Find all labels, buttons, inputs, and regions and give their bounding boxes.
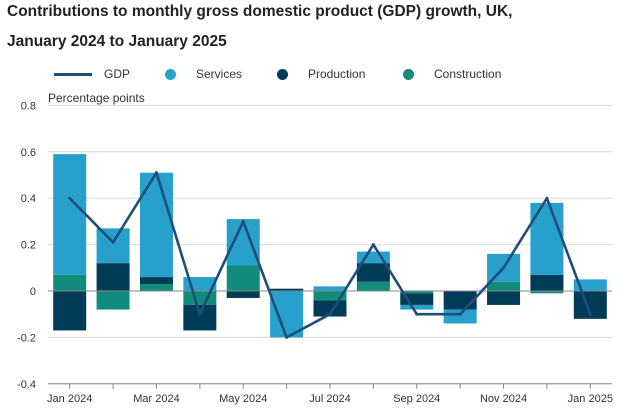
bar-services <box>573 279 607 291</box>
legend-label-production: Production <box>308 67 366 81</box>
bar-production <box>487 291 521 305</box>
legend-item-gdp[interactable]: GDP <box>54 67 130 81</box>
y-tick-label: 0.4 <box>21 193 36 205</box>
gdp-point <box>241 219 245 223</box>
y-tick-label: 0.8 <box>21 100 36 112</box>
gdp-point <box>285 335 289 339</box>
y-tick-label: -0.4 <box>17 379 36 391</box>
chart-title-line-2: January 2024 to January 2025 <box>7 33 227 50</box>
bar-construction <box>183 291 217 305</box>
gdp-point <box>68 196 72 200</box>
bar-production <box>139 277 173 285</box>
legend-swatch-production <box>277 68 288 80</box>
gdp-point <box>371 243 375 247</box>
gdp-point <box>154 171 158 175</box>
legend-item-production[interactable]: Production <box>277 67 365 81</box>
gdp-point <box>545 196 549 200</box>
bar-services <box>139 172 173 278</box>
bar-construction <box>530 291 564 294</box>
bar-production <box>183 304 217 331</box>
gdp-point <box>415 312 419 316</box>
gdp-point <box>458 312 462 316</box>
bar-production <box>226 291 260 298</box>
x-tick-label: May 2024 <box>219 393 267 405</box>
bar-services <box>313 286 347 291</box>
gdp-point <box>588 312 592 316</box>
gdp-point <box>198 312 202 316</box>
legend-swatch-gdp <box>54 72 92 76</box>
bar-services <box>530 202 564 275</box>
bar-production <box>53 291 87 331</box>
bar-construction <box>226 265 260 291</box>
bar-services <box>96 228 130 264</box>
bar-construction <box>400 291 434 294</box>
x-tick-label: Jan 2024 <box>47 393 92 405</box>
x-tick-label: Nov 2024 <box>480 393 527 405</box>
legend-swatch-services <box>165 68 176 80</box>
bar-services <box>53 154 87 275</box>
y-tick-label: -0.2 <box>17 332 36 344</box>
bar-production <box>313 300 347 317</box>
bar-services <box>226 219 260 266</box>
legend-label-services: Services <box>196 67 243 81</box>
y-tick-label: 0.2 <box>21 240 36 252</box>
x-tick-label: Sep 2024 <box>393 393 440 405</box>
bar-production <box>270 288 304 291</box>
bar-production <box>356 263 390 282</box>
x-tick-label: Mar 2024 <box>133 393 179 405</box>
bar-production <box>400 293 434 305</box>
bar-construction <box>487 281 521 291</box>
bar-services <box>270 291 304 338</box>
legend-swatch-construction <box>403 68 414 80</box>
bar-construction <box>313 291 347 301</box>
bar-services <box>443 309 477 324</box>
legend-item-construction[interactable]: Construction <box>403 67 501 81</box>
bar-production <box>530 274 564 291</box>
x-tick-label: Jan 2025 <box>568 393 613 405</box>
y-tick-label: 0.6 <box>21 147 36 159</box>
bar-services <box>356 251 390 264</box>
chart-title-line-1: Contributions to monthly gross domestic … <box>7 3 513 20</box>
gdp-point <box>502 266 506 270</box>
x-tick-label: Jul 2024 <box>309 393 351 405</box>
chart-plot-area: -0.4 -0.2 0 0.2 0.4 0.6 0.8 Jan 2024 Mar 2024 May… <box>17 100 613 405</box>
chart-legend: GDP Services Production Construction <box>0 67 634 85</box>
bar-services <box>400 304 434 310</box>
y-tick-label: 0 <box>30 286 36 298</box>
gdp-point <box>328 312 332 316</box>
bar-construction <box>139 284 173 291</box>
gdp-point <box>111 240 115 244</box>
legend-label-gdp: GDP <box>104 67 131 81</box>
bar-construction <box>356 281 390 291</box>
legend-label-construction: Construction <box>434 67 502 81</box>
bar-construction <box>53 274 87 291</box>
legend-item-services[interactable]: Services <box>165 67 242 81</box>
bar-construction <box>96 291 130 310</box>
bar-production <box>96 263 130 291</box>
y-axis-label: Percentage points <box>48 91 145 105</box>
